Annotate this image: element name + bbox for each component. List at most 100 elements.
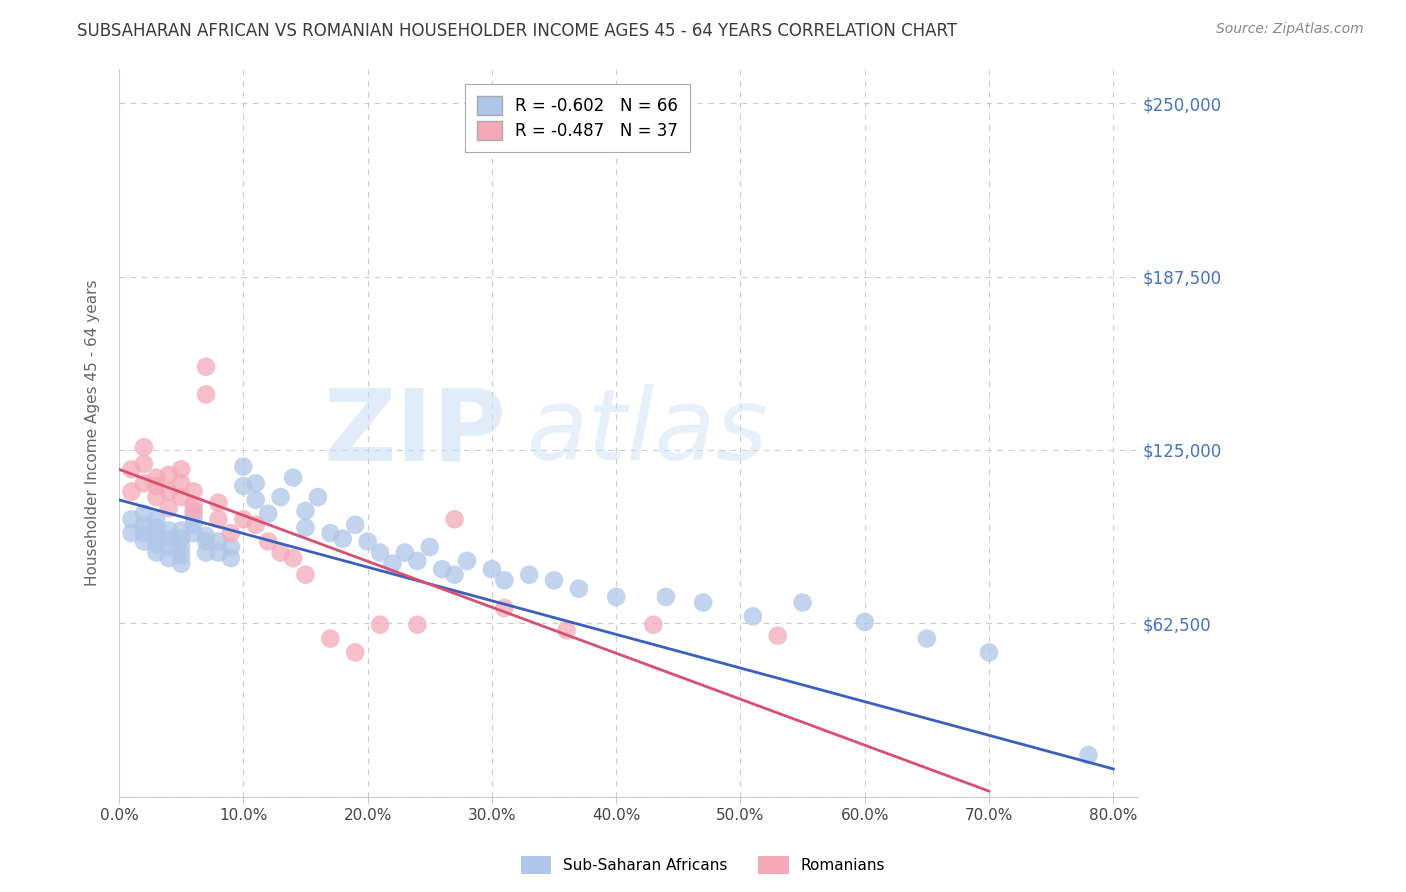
Point — [183, 499, 205, 513]
Point — [344, 517, 367, 532]
Point — [245, 476, 267, 491]
Point — [344, 645, 367, 659]
Point — [157, 524, 180, 538]
Point — [232, 459, 254, 474]
Point — [643, 617, 665, 632]
Point — [132, 440, 155, 454]
Point — [157, 551, 180, 566]
Point — [406, 554, 429, 568]
Point — [219, 526, 242, 541]
Point — [319, 632, 342, 646]
Point — [381, 557, 404, 571]
Point — [319, 526, 342, 541]
Point — [170, 549, 193, 563]
Point — [394, 545, 416, 559]
Point — [170, 557, 193, 571]
Point — [517, 567, 540, 582]
Point — [232, 479, 254, 493]
Point — [692, 595, 714, 609]
Point — [121, 526, 143, 541]
Point — [170, 462, 193, 476]
Point — [294, 504, 316, 518]
Point — [132, 507, 155, 521]
Point — [281, 551, 304, 566]
Point — [443, 512, 465, 526]
Point — [145, 529, 167, 543]
Point — [195, 359, 218, 374]
Point — [257, 534, 280, 549]
Point — [232, 512, 254, 526]
Point — [356, 534, 378, 549]
Point — [456, 554, 478, 568]
Point — [121, 462, 143, 476]
Point — [195, 534, 218, 549]
Point — [183, 504, 205, 518]
Legend: R = -0.602   N = 66, R = -0.487   N = 37: R = -0.602 N = 66, R = -0.487 N = 37 — [465, 84, 690, 152]
Point — [494, 574, 516, 588]
Point — [207, 512, 229, 526]
Point — [792, 595, 814, 609]
Point — [443, 567, 465, 582]
Point — [207, 534, 229, 549]
Point — [307, 490, 329, 504]
Point — [605, 590, 627, 604]
Point — [977, 645, 1000, 659]
Point — [132, 526, 155, 541]
Point — [294, 567, 316, 582]
Point — [145, 520, 167, 534]
Point — [655, 590, 678, 604]
Point — [332, 532, 354, 546]
Point — [145, 471, 167, 485]
Point — [568, 582, 591, 596]
Point — [157, 501, 180, 516]
Point — [145, 479, 167, 493]
Point — [121, 484, 143, 499]
Point — [195, 529, 218, 543]
Text: Source: ZipAtlas.com: Source: ZipAtlas.com — [1216, 22, 1364, 37]
Point — [368, 617, 391, 632]
Point — [145, 537, 167, 551]
Point — [195, 545, 218, 559]
Point — [170, 476, 193, 491]
Point — [555, 624, 578, 638]
Text: atlas: atlas — [527, 384, 768, 481]
Point — [207, 545, 229, 559]
Point — [170, 540, 193, 554]
Point — [368, 545, 391, 559]
Point — [915, 632, 938, 646]
Point — [281, 471, 304, 485]
Point — [419, 540, 441, 554]
Point — [157, 484, 180, 499]
Point — [157, 540, 180, 554]
Point — [766, 629, 789, 643]
Legend: Sub-Saharan Africans, Romanians: Sub-Saharan Africans, Romanians — [515, 850, 891, 880]
Point — [145, 545, 167, 559]
Point — [145, 490, 167, 504]
Point — [170, 532, 193, 546]
Text: ZIP: ZIP — [323, 384, 506, 481]
Point — [157, 532, 180, 546]
Point — [132, 534, 155, 549]
Point — [494, 601, 516, 615]
Point — [132, 517, 155, 532]
Point — [207, 495, 229, 509]
Point — [170, 490, 193, 504]
Point — [219, 540, 242, 554]
Point — [219, 551, 242, 566]
Point — [741, 609, 763, 624]
Point — [406, 617, 429, 632]
Point — [1077, 747, 1099, 762]
Point — [132, 476, 155, 491]
Point — [121, 512, 143, 526]
Point — [170, 524, 193, 538]
Point — [853, 615, 876, 629]
Point — [183, 517, 205, 532]
Point — [245, 492, 267, 507]
Point — [270, 545, 292, 559]
Point — [195, 387, 218, 401]
Point — [430, 562, 453, 576]
Point — [481, 562, 503, 576]
Point — [132, 457, 155, 471]
Point — [294, 520, 316, 534]
Point — [145, 512, 167, 526]
